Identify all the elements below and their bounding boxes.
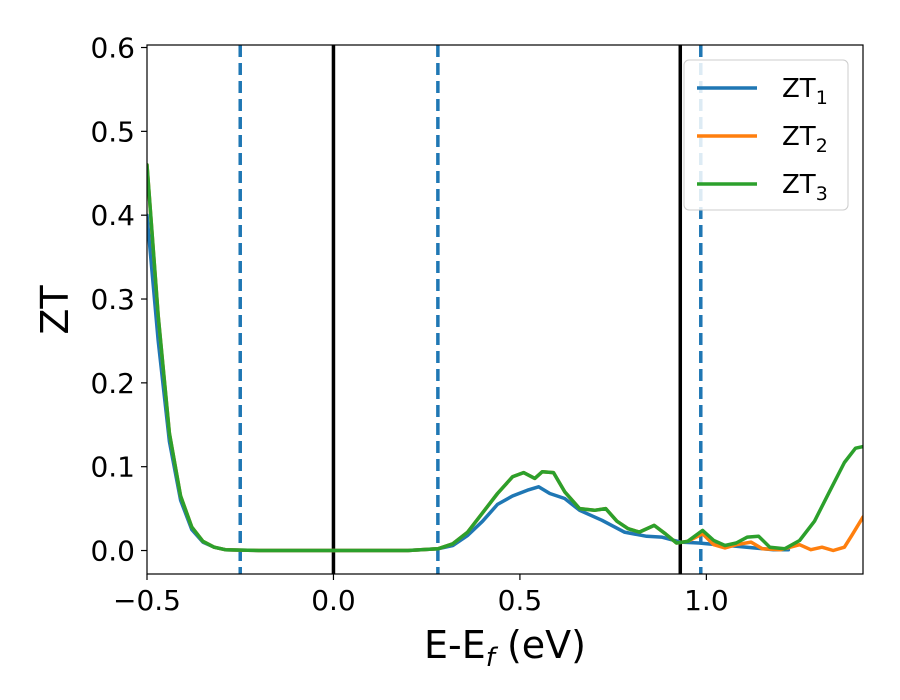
y-tick-label: 0.1 bbox=[90, 451, 135, 484]
x-tick-label: 0.0 bbox=[311, 584, 356, 617]
y-tick-label: 0.2 bbox=[90, 367, 135, 400]
x-axis-label: E-Ef (eV) bbox=[424, 623, 586, 673]
series-line-3 bbox=[147, 163, 863, 553]
y-tick-label: 0.4 bbox=[90, 199, 135, 232]
y-tick-label: 0.3 bbox=[90, 283, 135, 316]
legend-box bbox=[683, 59, 849, 211]
y-axis-label: ZT bbox=[33, 285, 77, 335]
y-axis-ticks: 0.0 0.1 0.2 0.3 0.4 0.5 0.6 bbox=[90, 32, 147, 568]
y-tick-label: 0.6 bbox=[90, 32, 135, 65]
plot-frame bbox=[146, 44, 864, 575]
y-tick-label: 0.5 bbox=[90, 115, 135, 148]
series-lines bbox=[147, 163, 863, 553]
y-tick-label: 0.0 bbox=[90, 535, 135, 568]
legend-label-2: ZT2 bbox=[782, 122, 828, 157]
x-tick-label: −0.5 bbox=[113, 584, 181, 617]
legend-label-3: ZT3 bbox=[782, 170, 828, 205]
reference-lines bbox=[238, 45, 703, 574]
legend: ZT1 ZT2 ZT3 bbox=[683, 59, 849, 211]
x-axis-ticks: −0.5 0.0 0.5 1.0 bbox=[113, 574, 729, 617]
x-tick-label: 0.5 bbox=[498, 584, 543, 617]
x-tick-label: 1.0 bbox=[684, 584, 729, 617]
legend-label-1: ZT1 bbox=[782, 74, 828, 109]
